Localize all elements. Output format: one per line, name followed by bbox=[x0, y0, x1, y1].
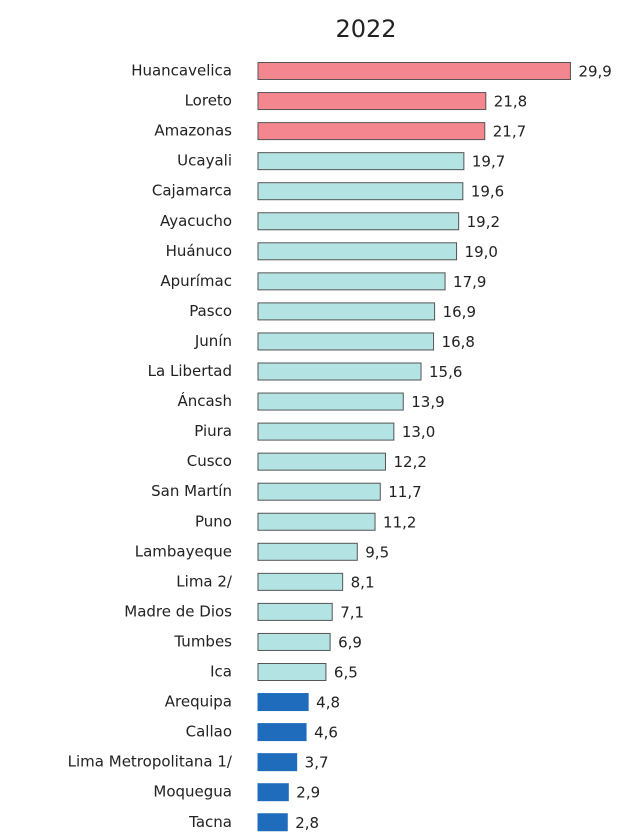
category-label: Áncash bbox=[177, 391, 232, 410]
category-label: Arequipa bbox=[165, 693, 232, 711]
bar bbox=[257, 572, 344, 591]
bar bbox=[257, 723, 307, 742]
value-label: 21,8 bbox=[494, 93, 527, 111]
category-label: Junín bbox=[194, 332, 232, 350]
value-label: 9,5 bbox=[365, 543, 389, 561]
bar bbox=[257, 122, 486, 141]
bar bbox=[257, 392, 404, 411]
category-label: Tacna bbox=[188, 813, 232, 831]
value-label: 19,0 bbox=[465, 243, 498, 261]
category-label: Amazonas bbox=[154, 122, 232, 140]
bar bbox=[257, 663, 327, 681]
bar bbox=[257, 452, 386, 471]
category-label: San Martín bbox=[151, 482, 232, 500]
category-label: Madre de Dios bbox=[124, 602, 232, 620]
category-label: Apurímac bbox=[160, 272, 232, 290]
value-label: 2,9 bbox=[296, 784, 320, 802]
value-label: 13,0 bbox=[402, 423, 435, 441]
bar bbox=[257, 182, 464, 201]
bar bbox=[257, 512, 376, 531]
category-label: Cusco bbox=[187, 452, 232, 470]
category-label: Loreto bbox=[185, 92, 232, 110]
category-label: Callao bbox=[186, 723, 232, 741]
value-label: 7,1 bbox=[340, 603, 364, 621]
value-label: 13,9 bbox=[411, 393, 444, 411]
value-label: 16,8 bbox=[442, 333, 475, 351]
value-label: 11,2 bbox=[383, 513, 416, 531]
category-label: Cajamarca bbox=[152, 182, 232, 200]
category-label: Lima Metropolitana 1/ bbox=[68, 753, 233, 771]
bar bbox=[257, 242, 458, 261]
category-label: Tumbes bbox=[173, 632, 232, 650]
value-label: 19,2 bbox=[467, 213, 500, 231]
value-label: 6,9 bbox=[338, 633, 362, 651]
category-label: Huancavelica bbox=[131, 62, 232, 80]
category-label: Ayacucho bbox=[160, 212, 232, 230]
category-label: Pasco bbox=[189, 302, 232, 320]
category-label: Lambayeque bbox=[135, 542, 232, 560]
bar bbox=[257, 362, 422, 381]
value-label: 19,6 bbox=[471, 183, 504, 201]
value-label: 6,5 bbox=[334, 664, 358, 682]
category-label: Ica bbox=[210, 663, 232, 681]
bar bbox=[257, 422, 395, 441]
value-label: 17,9 bbox=[453, 273, 486, 291]
value-label: 3,7 bbox=[305, 754, 329, 772]
bar bbox=[257, 92, 487, 111]
value-label: 4,6 bbox=[314, 724, 338, 742]
value-label: 12,2 bbox=[393, 453, 426, 471]
value-label: 8,1 bbox=[351, 573, 375, 591]
category-label: Ucayali bbox=[177, 152, 232, 170]
bar bbox=[257, 753, 298, 772]
value-label: 19,7 bbox=[472, 153, 505, 171]
bar bbox=[257, 813, 288, 832]
value-label: 4,8 bbox=[316, 694, 340, 712]
category-label: Moquegua bbox=[153, 783, 232, 801]
bar bbox=[257, 332, 435, 351]
value-label: 15,6 bbox=[429, 363, 462, 381]
chart-title: 2022 bbox=[335, 15, 396, 43]
bar bbox=[257, 212, 460, 231]
category-label: La Libertad bbox=[148, 362, 232, 380]
value-label: 16,9 bbox=[443, 303, 476, 321]
value-label: 2,8 bbox=[295, 814, 319, 832]
bar bbox=[257, 783, 289, 802]
category-label: Lima 2/ bbox=[176, 572, 233, 590]
bar bbox=[257, 632, 331, 651]
bar bbox=[257, 272, 446, 291]
value-label: 21,7 bbox=[493, 123, 526, 141]
bar bbox=[257, 542, 358, 561]
bar bbox=[257, 693, 309, 712]
category-label: Huánuco bbox=[166, 242, 232, 260]
category-label: Puno bbox=[195, 512, 232, 530]
bar bbox=[257, 62, 571, 80]
value-label: 11,7 bbox=[388, 483, 421, 501]
category-label: Piura bbox=[194, 422, 232, 440]
bar bbox=[257, 152, 465, 171]
value-label: 29,9 bbox=[578, 63, 611, 81]
bar bbox=[257, 482, 381, 501]
bar bbox=[257, 602, 333, 621]
bar bbox=[257, 302, 436, 321]
